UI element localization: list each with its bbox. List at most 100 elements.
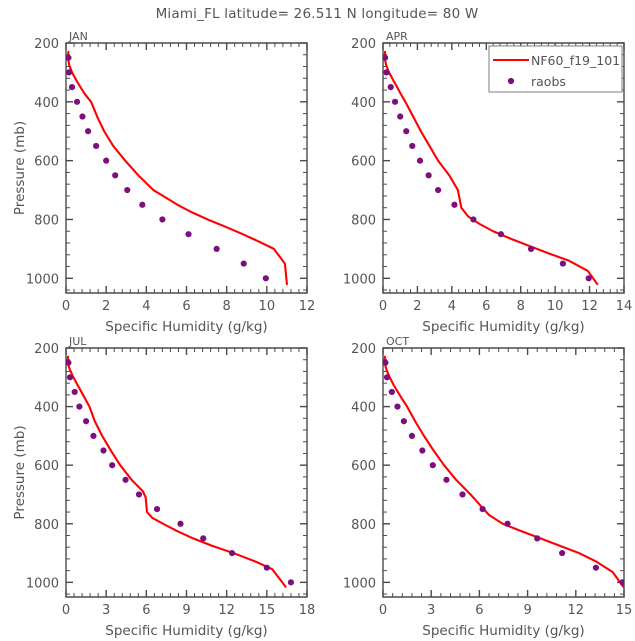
legend-box [488, 45, 623, 93]
series-line-model [66, 50, 288, 286]
xtick-label: 0 [62, 299, 70, 314]
xtick-label: 4 [448, 299, 456, 314]
xaxis-label: Specific Humidity (g/kg) [105, 319, 267, 335]
xtick-label: 12 [568, 603, 585, 618]
ytick-label: 400 [34, 96, 59, 111]
ytick-label: 400 [351, 96, 376, 111]
panel-label-oct: OCT [386, 335, 409, 348]
series-point-raobs [429, 462, 436, 469]
panel-jul: 0 3 6 9 12 15 18 200 400 600 800 1000 JUL Specific Hu… [12, 335, 315, 639]
series-point-raobs [68, 84, 76, 91]
series-point-raobs [122, 476, 129, 483]
series-point-raobs [585, 275, 592, 282]
series-point-raobs [408, 432, 416, 439]
series-point-raobs [100, 447, 107, 454]
xtick-label: 0 [379, 603, 387, 618]
series-point-raobs [434, 186, 442, 194]
series-point-raobs [619, 579, 624, 586]
series-point-raobs [135, 491, 143, 498]
series-point-raobs [391, 98, 399, 105]
xtick-label: 0 [62, 603, 70, 618]
panel-data-apr [383, 50, 599, 286]
xtick-label: 10 [547, 299, 564, 314]
series-point-raobs [559, 549, 566, 557]
xtick-label: 2 [413, 299, 421, 314]
series-point-raobs [66, 359, 72, 366]
series-point-raobs [425, 172, 432, 179]
series-point-raobs [419, 447, 426, 454]
series-point-raobs [287, 579, 295, 586]
xtick-label: 8 [223, 299, 231, 314]
ytick-label: 600 [351, 155, 376, 170]
ytick-label: 600 [34, 459, 59, 474]
series-point-raobs [93, 142, 100, 150]
series-point-raobs [71, 388, 78, 396]
series-point-raobs [534, 535, 541, 542]
series-point-raobs [403, 128, 410, 135]
series-point-raobs [479, 506, 486, 513]
figure-title: Miami_FL latitude= 26.511 N longitude= 8… [156, 6, 479, 22]
series-point-raobs [112, 172, 119, 179]
xtick-label: 3 [427, 603, 435, 618]
xtick-label: 12 [299, 299, 316, 314]
series-point-raobs [443, 476, 450, 483]
ytick-label: 1000 [343, 576, 376, 591]
xtick-label: 12 [581, 299, 598, 314]
xaxis-label: Specific Humidity (g/kg) [105, 623, 267, 639]
ytick-label: 800 [34, 213, 59, 228]
panel-label-jul: JUL [68, 335, 87, 348]
ytick-label: 600 [34, 155, 59, 170]
xtick-label: 15 [616, 603, 633, 618]
legend-dot-sample [507, 77, 515, 85]
legend-label-raobs: raobs [531, 74, 566, 89]
panel-apr: 0 2 4 6 8 10 12 14 200 400 600 800 1000 APR Specific H… [343, 30, 632, 335]
series-point-raobs [103, 157, 110, 164]
series-point-raobs [388, 388, 395, 396]
xaxis-label: Specific Humidity (g/kg) [422, 319, 584, 335]
series-point-raobs [383, 359, 389, 366]
xtick-label: 2 [102, 299, 110, 314]
series-point-raobs [76, 403, 83, 410]
series-point-raobs [459, 491, 466, 498]
ytick-label: 1000 [343, 272, 376, 287]
series-point-raobs [394, 403, 401, 410]
panel-data-jan [66, 50, 288, 286]
series-point-raobs [124, 186, 131, 194]
series-point-raobs [387, 84, 394, 91]
ytick-label: 200 [351, 342, 376, 357]
xtick-label: 6 [475, 603, 483, 618]
series-point-raobs [66, 69, 73, 76]
xtick-label: 3 [102, 603, 110, 618]
series-point-raobs [66, 54, 72, 61]
series-point-raobs [82, 418, 90, 425]
xtick-label: 6 [482, 299, 490, 314]
ytick-label: 200 [351, 37, 376, 52]
series-line-model [66, 355, 287, 588]
yaxis-label: Pressure (mb) [12, 425, 28, 519]
series-line-model [383, 355, 624, 588]
series-point-raobs [416, 157, 424, 164]
xtick-label: 6 [182, 299, 190, 314]
series-point-raobs [90, 432, 97, 439]
series-point-raobs [228, 549, 236, 557]
ytick-label: 800 [351, 213, 376, 228]
series-point-raobs [397, 113, 404, 120]
series-point-raobs [109, 462, 116, 469]
series-point-raobs [139, 201, 146, 208]
series-point-raobs [262, 275, 269, 282]
panel-data-jul [66, 355, 295, 588]
xtick-label: 10 [259, 299, 276, 314]
series-point-raobs [383, 374, 391, 381]
legend-label-model: NF60_f19_1011 [531, 53, 628, 68]
series-point-raobs [159, 216, 166, 223]
ytick-label: 1000 [26, 576, 59, 591]
panel-oct: 0 3 6 9 12 15 200 400 600 800 1000 OCT Specific Humi… [343, 335, 632, 639]
ytick-label: 400 [351, 401, 376, 416]
series-point-raobs [153, 506, 161, 513]
series-point-raobs [504, 520, 511, 527]
xtick-label: 18 [299, 603, 316, 618]
